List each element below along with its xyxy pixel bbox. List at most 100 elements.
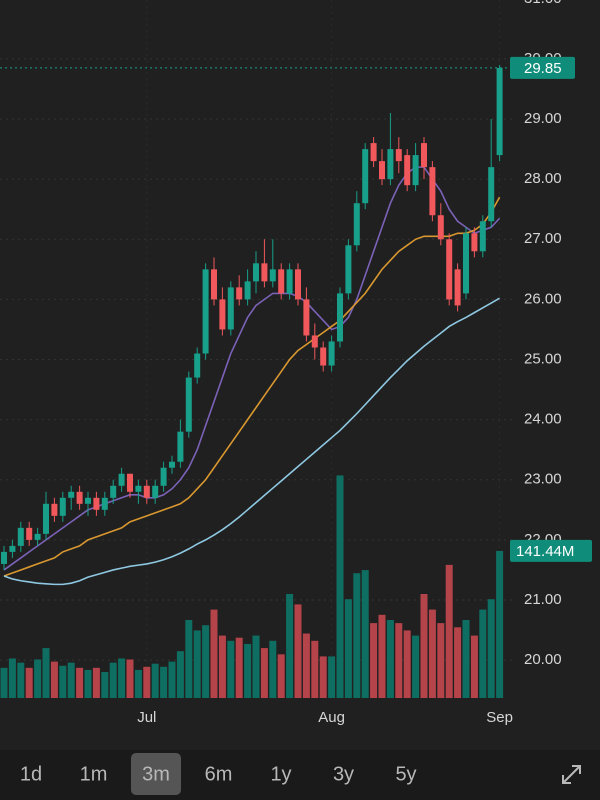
y-tick-label: 29.00	[524, 110, 562, 127]
range-button[interactable]: 1d	[20, 763, 42, 785]
volume-bar	[286, 594, 294, 698]
candle-body	[169, 461, 175, 468]
volume-label: 141.44M	[516, 543, 574, 560]
range-button[interactable]: 6m	[205, 763, 233, 785]
candle-body	[202, 269, 209, 354]
volume-bar	[143, 666, 151, 698]
volume-bar	[160, 666, 168, 698]
volume-bar	[319, 656, 327, 698]
candle-body	[26, 527, 33, 540]
volume-bar	[420, 594, 428, 698]
x-tick-label: Aug	[318, 709, 345, 726]
volume-layer	[0, 475, 504, 698]
y-tick-label: 24.00	[524, 411, 562, 428]
volume-bar	[84, 669, 92, 698]
y-tick-label: 31.00	[524, 0, 562, 7]
volume-box	[510, 539, 592, 562]
candle-body	[127, 473, 133, 492]
candle-body	[76, 491, 83, 504]
candle-body	[496, 67, 503, 156]
candle-body	[135, 485, 142, 492]
y-tick-label: 21.00	[524, 591, 562, 608]
volume-bar	[386, 620, 394, 698]
candle-body	[1, 551, 7, 564]
candle-body	[118, 473, 125, 486]
candle-body	[194, 353, 201, 378]
volume-bar	[269, 640, 277, 698]
volume-bar	[353, 573, 361, 698]
candle-body	[59, 497, 66, 516]
candle-body	[93, 497, 100, 510]
candle-body	[353, 203, 360, 246]
volume-bar	[218, 635, 226, 698]
volume-bar	[445, 564, 453, 698]
y-tick-label: 23.00	[524, 471, 562, 488]
volume-bar	[370, 623, 378, 698]
volume-bar	[0, 667, 8, 698]
volume-bar	[437, 623, 445, 698]
volume-bar	[311, 640, 319, 698]
range-button[interactable]: 3y	[333, 763, 354, 785]
volume-bar	[193, 630, 201, 698]
volume-bar	[17, 662, 25, 698]
candle-body	[152, 485, 159, 498]
candle-body	[412, 155, 419, 186]
volume-bar	[252, 635, 260, 698]
volume-bar	[134, 669, 142, 698]
volume-bar	[428, 609, 436, 698]
candle-body	[211, 269, 217, 300]
volume-bar	[168, 661, 176, 698]
candle-body	[395, 149, 402, 162]
volume-bar	[25, 667, 33, 698]
candle-body	[454, 269, 461, 306]
range-button[interactable]: 5y	[395, 763, 416, 785]
volume-bar	[227, 640, 235, 698]
volume-bar	[336, 475, 344, 698]
volume-bar	[395, 623, 403, 698]
candle-body	[278, 269, 285, 294]
range-layer: 1d 1m 3m 6m 1y 3y 5y	[20, 753, 417, 795]
range-selected-bg	[131, 753, 181, 795]
y-tick-label: 25.00	[524, 350, 562, 367]
candle-body	[429, 167, 436, 216]
volume-bar	[42, 648, 50, 698]
candle-body	[227, 287, 234, 330]
candle-body	[286, 269, 293, 294]
volume-bar	[454, 627, 462, 698]
range-button[interactable]: 1m	[80, 763, 108, 785]
range-button[interactable]: 1y	[270, 763, 291, 785]
candle-body	[362, 149, 369, 204]
candle-body	[488, 167, 495, 222]
volume-bar	[76, 667, 84, 698]
candle-body	[51, 503, 58, 516]
candle-body	[295, 269, 301, 300]
volume-bar	[260, 648, 268, 698]
volume-bar	[479, 609, 487, 698]
candle-body	[17, 527, 24, 546]
candle-body	[160, 467, 167, 486]
candle-body	[9, 545, 16, 552]
volume-bar	[185, 620, 193, 698]
candle-body	[379, 161, 385, 180]
volume-bar	[176, 651, 184, 698]
candle-body	[143, 485, 150, 498]
candle-body	[320, 347, 327, 366]
volume-bar	[294, 604, 302, 698]
candle-body	[446, 239, 453, 300]
candle-body	[404, 155, 411, 186]
label-layer: 20.0021.0022.0023.0024.0025.0026.0027.00…	[0, 0, 592, 726]
candle-body	[387, 149, 394, 180]
candle-body	[463, 233, 469, 294]
candle-body	[244, 281, 251, 300]
candle-body	[269, 269, 276, 282]
range-button[interactable]: 3m	[142, 763, 170, 785]
expand-icon[interactable]	[562, 765, 581, 784]
candle-body	[328, 341, 335, 366]
moving-average	[3, 297, 500, 586]
moving-average	[3, 196, 501, 577]
candle-body	[345, 245, 352, 294]
candle-body	[437, 215, 444, 240]
volume-bar	[59, 665, 67, 698]
